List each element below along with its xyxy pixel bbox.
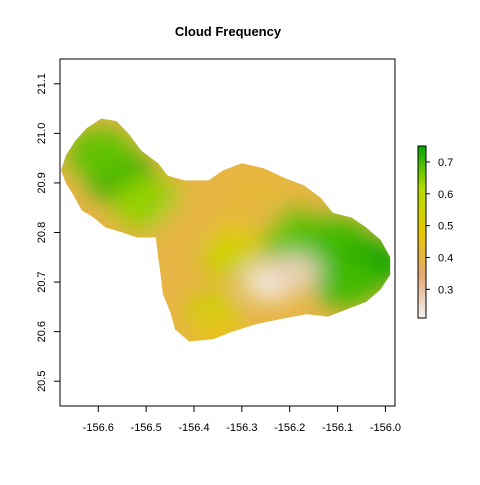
cloud-region-14	[158, 204, 211, 241]
color-legend: 0.3 0.4 0.5 0.6 0.7	[417, 145, 453, 319]
y-tick-label: 20.9	[36, 172, 48, 193]
x-tick-label: -156.2	[274, 422, 305, 434]
map-layer	[61, 118, 391, 342]
legend-tick-label: 0.5	[438, 221, 453, 233]
x-tick-label: -156.3	[226, 422, 257, 434]
x-tick-label: -156.4	[178, 422, 209, 434]
y-axis: 20.5 20.6 20.7 20.8 20.9 21.0 21.1	[36, 73, 60, 392]
x-tick-label: -156.0	[370, 422, 401, 434]
y-tick-label: 20.8	[36, 222, 48, 243]
y-tick-label: 21.1	[36, 73, 48, 94]
legend-tick-label: 0.3	[438, 284, 453, 296]
legend-color-bar	[417, 145, 427, 319]
cloud-region-2	[66, 127, 135, 180]
legend-tick-label: 0.4	[438, 252, 453, 264]
chart-title: Cloud Frequency	[175, 24, 282, 39]
cloud-region-16	[191, 313, 244, 342]
x-axis: -156.6 -156.5 -156.4 -156.3 -156.2 -156.1 -156…	[83, 406, 401, 434]
legend-tick-label: 0.6	[438, 189, 453, 201]
cloud-frequency-surface	[66, 127, 391, 342]
cloud-region-7	[313, 256, 382, 309]
cloud-region-15	[230, 194, 283, 231]
x-tick-label: -156.6	[83, 422, 114, 434]
legend-tick-label: 0.7	[438, 157, 453, 169]
cloud-region-13	[268, 254, 321, 291]
x-tick-label: -156.5	[131, 422, 162, 434]
y-tick-label: 20.6	[36, 321, 48, 342]
x-tick-label: -156.1	[322, 422, 353, 434]
y-tick-label: 20.5	[36, 371, 48, 392]
y-tick-label: 20.7	[36, 271, 48, 292]
y-tick-label: 21.0	[36, 123, 48, 144]
